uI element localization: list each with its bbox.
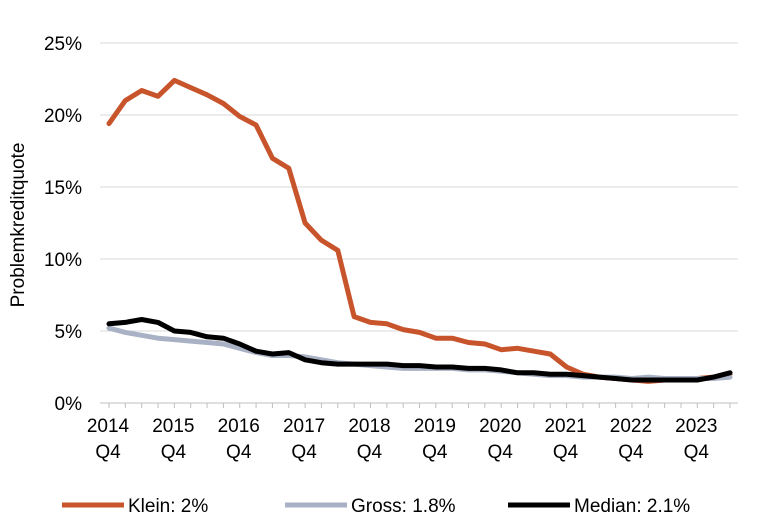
x-tick-label-quarter: Q4: [357, 442, 383, 463]
legend: Klein: 2% Gross: 1.8% Median: 2.1%: [62, 496, 690, 517]
x-tick-label-quarter: Q4: [226, 442, 252, 463]
x-tick-label-year: 2023: [675, 416, 717, 437]
legend-label: Median: 2.1%: [574, 496, 690, 517]
x-tick-label-quarter: Q4: [422, 442, 448, 463]
x-tick-label-year: 2022: [610, 416, 652, 437]
y-axis-ticks: 0% 5% 10% 15% 20% 25%: [44, 34, 82, 415]
x-tick-label-quarter: Q4: [618, 442, 644, 463]
x-tick-label-year: 2014: [87, 416, 130, 437]
y-tick-label: 25%: [44, 34, 82, 55]
x-axis-ticks: 2014 Q4 2015 Q4 2016 Q4 2017 Q4 2018 Q4 2019 Q4 2020…: [87, 416, 718, 463]
legend-label: Gross: 1.8%: [351, 496, 456, 517]
series-line-median: [106, 317, 733, 383]
x-tick-label-quarter: Q4: [161, 442, 187, 463]
x-tick-label-quarter: Q4: [488, 442, 514, 463]
x-tick-label-year: 2021: [544, 416, 586, 437]
y-axis-label: Problemkreditquote: [8, 143, 29, 308]
y-tick-label: 0%: [55, 394, 83, 415]
y-tick-label: 10%: [44, 250, 82, 271]
x-tick-label-quarter: Q4: [291, 442, 317, 463]
plot-area: [106, 77, 733, 384]
x-tick-label-year: 2019: [414, 416, 456, 437]
y-tick-label: 5%: [55, 322, 83, 343]
x-tick-label-year: 2017: [283, 416, 325, 437]
y-tick-label: 20%: [44, 106, 82, 127]
x-tick-label-quarter: Q4: [684, 442, 710, 463]
x-tick-label-quarter: Q4: [553, 442, 579, 463]
x-tick-label-quarter: Q4: [95, 442, 121, 463]
x-tick-label-year: 2015: [152, 416, 194, 437]
x-tick-label-year: 2016: [218, 416, 260, 437]
y-tick-label: 15%: [44, 178, 82, 199]
x-tick-label-year: 2020: [479, 416, 521, 437]
x-tick-label-year: 2018: [348, 416, 390, 437]
legend-label: Klein: 2%: [128, 496, 208, 517]
gridlines: [100, 42, 738, 332]
x-axis: [100, 402, 738, 408]
